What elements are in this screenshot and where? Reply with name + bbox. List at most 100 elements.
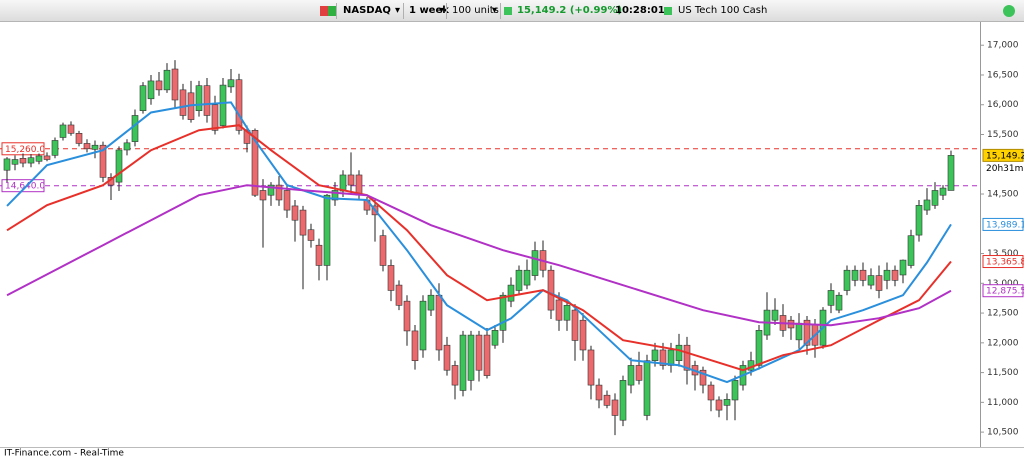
settings-icon[interactable] (1003, 5, 1015, 17)
candle-body (475, 334, 483, 371)
symbol[interactable]: NASDAQ (343, 5, 391, 16)
separator (446, 3, 447, 19)
last-price-label: 15,149.2 (986, 151, 1024, 161)
dropdown-arrow[interactable]: ▾ (395, 5, 401, 16)
candle-body (435, 294, 443, 351)
candle-body (835, 294, 843, 311)
candle-body (219, 84, 227, 126)
candle-body (83, 143, 91, 150)
dropdown-arrow[interactable]: ▾ (492, 5, 498, 16)
candle-body (211, 104, 219, 131)
candle-body (683, 344, 691, 371)
candle-body (123, 142, 131, 151)
candle-body (331, 190, 339, 201)
candle-body (531, 250, 539, 276)
candle-body (35, 155, 43, 162)
ma-label-box (982, 217, 1024, 231)
candle-body (251, 130, 259, 196)
candle-body (267, 184, 275, 196)
candle-body (227, 79, 235, 88)
candle-body (667, 349, 675, 366)
candle-body (595, 384, 603, 401)
candle-body (19, 158, 27, 164)
candle-body (403, 300, 411, 332)
separator (336, 3, 337, 19)
candle-body (379, 235, 387, 266)
countdown: 20h31m (986, 164, 1023, 174)
candle-body (707, 384, 715, 401)
candle-body (75, 133, 83, 144)
candle-body (939, 187, 947, 196)
dropdown-arrow[interactable]: ▾ (439, 5, 445, 16)
level-label: 15,260.0 (5, 145, 45, 155)
instrument-icon (664, 7, 672, 15)
candle-body (179, 89, 187, 116)
chart-type-icon[interactable] (320, 6, 336, 16)
candle-body (299, 209, 307, 236)
last-price-box (982, 148, 1024, 162)
candle-body (947, 155, 955, 191)
instrument: US Tech 100 Cash (678, 5, 768, 16)
candle-body (163, 69, 171, 91)
candle-body (611, 399, 619, 416)
candle-body (259, 190, 267, 201)
candle-body (891, 269, 899, 281)
candle-body (635, 365, 643, 381)
candle-body (443, 344, 451, 371)
candle-body (851, 269, 859, 281)
period[interactable]: 1 week (409, 5, 449, 16)
candle-body (427, 294, 435, 311)
footer-text: IT-Finance.com - Real-Time (4, 449, 124, 458)
ma-line (6, 184, 952, 327)
candle-body (883, 269, 891, 281)
candle-body (203, 85, 211, 116)
y-tick-label: 13,000 (987, 279, 1019, 289)
ma-label: 13,989.1 (986, 220, 1024, 230)
candle-body (99, 144, 107, 178)
candle-body (395, 284, 403, 306)
candle-body (147, 80, 155, 100)
candle-body (723, 399, 731, 406)
candle-body (603, 394, 611, 406)
y-tick-label: 12,500 (987, 309, 1019, 319)
candle-body (907, 235, 915, 266)
ma-label-box (982, 284, 1024, 298)
candle-body (51, 140, 59, 156)
candle-body (675, 344, 683, 361)
candle-body (139, 85, 147, 111)
separator (403, 3, 404, 19)
candle-body (643, 360, 651, 416)
candle-body (923, 199, 931, 211)
candle-body (67, 124, 75, 134)
candle-body (283, 190, 291, 211)
y-tick-label: 12,000 (987, 338, 1019, 348)
candle-body (59, 124, 67, 138)
y-tick-label: 10,500 (987, 428, 1019, 438)
time: 10:28:01 (615, 5, 665, 16)
ma-label: 12,875.5 (986, 287, 1024, 297)
candle-body (523, 269, 531, 286)
candle-body (843, 269, 851, 291)
candle-body (491, 330, 499, 346)
candle-body (339, 174, 347, 192)
candle-body (91, 144, 99, 150)
candle-body (3, 158, 11, 171)
candle-body (555, 299, 563, 321)
y-tick-label: 11,500 (987, 368, 1019, 378)
y-tick-label: 16,000 (987, 100, 1019, 110)
candle-body (931, 190, 939, 206)
y-tick-label: 13,500 (987, 249, 1019, 259)
candle-body (347, 174, 355, 186)
candle-body (795, 322, 803, 341)
candle-body (867, 275, 875, 286)
candle-body (627, 365, 635, 386)
candle-body (467, 334, 475, 381)
toolbar: NASDAQ ▾ 1 week ▾ 100 units ▾ 15,149.2 (… (0, 0, 1024, 22)
candle-body (11, 159, 19, 165)
candle-body (131, 115, 139, 142)
candle-body (387, 265, 395, 291)
ma-label: 13,365.8 (986, 258, 1024, 268)
ma-line (6, 124, 952, 372)
candle-body (307, 229, 315, 241)
units[interactable]: 100 units (452, 5, 499, 16)
